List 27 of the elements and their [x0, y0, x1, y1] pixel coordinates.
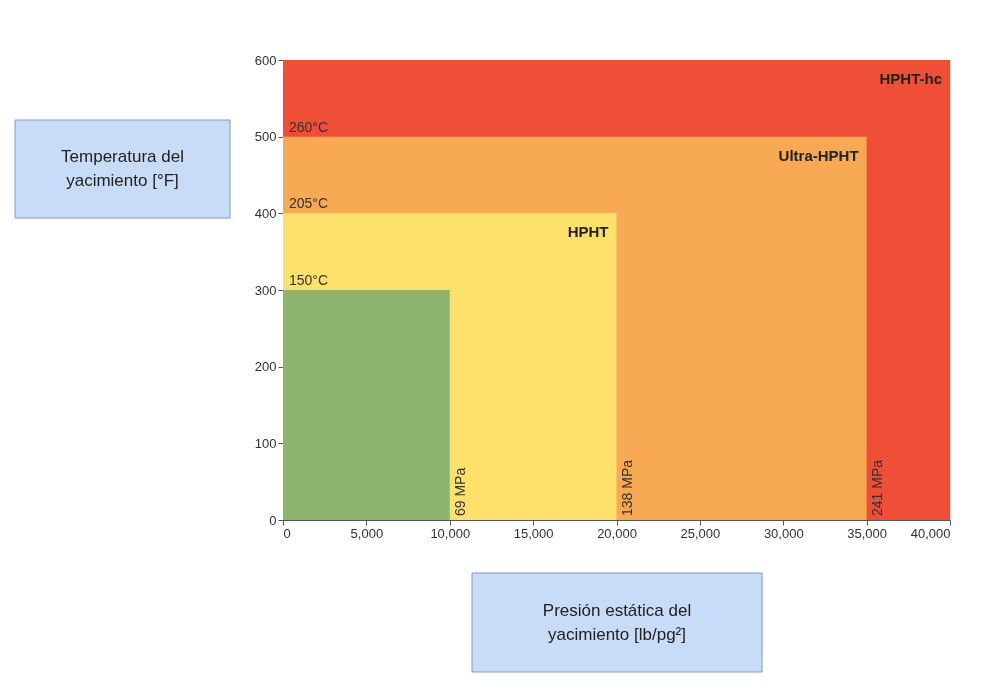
y-axis-title: Temperatura del yacimiento [°F] — [61, 147, 184, 190]
annotation: 138 MPa — [618, 459, 635, 516]
series-label: HPHT-hc — [879, 70, 942, 87]
x-tick-label: 40,000 — [910, 525, 951, 541]
annotation: 205°C — [289, 195, 329, 212]
x-tick-label: 35,000 — [847, 525, 888, 541]
annotation: 69 MPa — [451, 467, 468, 516]
annotation: 150°C — [289, 272, 329, 288]
x-tick-label: 15,000 — [513, 525, 554, 541]
x-tick-label: 0 — [283, 525, 291, 541]
x-tick-label: 30,000 — [763, 525, 804, 541]
x-tick-label: 25,000 — [680, 525, 721, 541]
y-tick-label: 0 — [269, 512, 277, 528]
y-tick-label: 400 — [254, 205, 277, 221]
y-tick-label: 100 — [254, 435, 277, 451]
x-axis-title: Presión estática del yacimiento [lb/pg²] — [542, 600, 692, 644]
x-tick-label: 10,000 — [430, 525, 471, 541]
y-tick-label: 500 — [254, 129, 277, 145]
x-tick-label: 20,000 — [597, 525, 637, 541]
annotation: 241 MPa — [868, 459, 885, 516]
x-tick-label: 5,000 — [350, 525, 384, 541]
y-tick-label: 600 — [254, 52, 277, 68]
series-label: HPHT — [567, 223, 609, 241]
y-tick-label: 200 — [254, 359, 277, 375]
y-tick-label: 300 — [254, 282, 277, 298]
annotation: 260°C — [289, 118, 329, 135]
series-label: Ultra-HPHT — [778, 146, 859, 164]
